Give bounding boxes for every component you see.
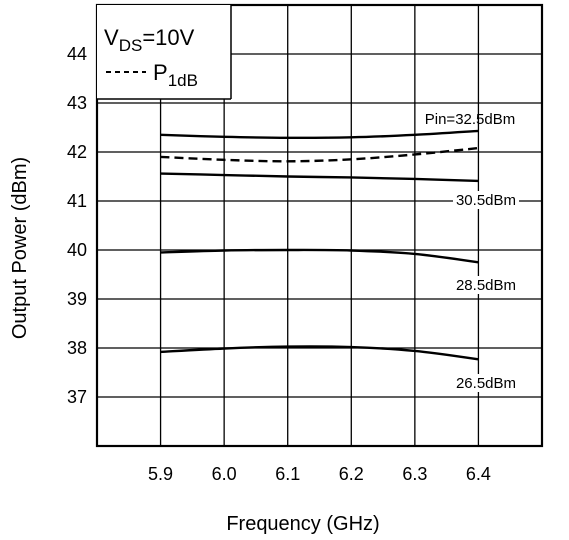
series-curves: Pin=32.5dBm 30.5dBm 28.5dBm 26.5dBm (160, 111, 519, 392)
curve-label-background (453, 276, 519, 294)
y-tick-label: 39 (67, 289, 87, 309)
x-tick-label: 5.9 (148, 464, 173, 484)
y-axis-title: Output Power (dBm) (9, 157, 31, 339)
x-tick-label: 6.1 (275, 464, 300, 484)
y-tick-label: 42 (67, 142, 87, 162)
x-tick-label: 6.2 (339, 464, 364, 484)
y-tick-labels: 37 38 39 40 41 42 43 44 (67, 44, 87, 407)
legend-entry-main: P (153, 60, 168, 85)
legend-entry: P1dB (153, 60, 198, 90)
legend-condition-value: =10V (142, 25, 194, 50)
x-tick-label: 6.3 (402, 464, 427, 484)
legend: VDS=10V P1dB (97, 5, 232, 100)
x-axis-title: Frequency (GHz) (226, 513, 379, 535)
legend-condition-sub: DS (119, 36, 143, 55)
y-tick-label: 43 (67, 93, 87, 113)
curve-label-background (453, 191, 519, 209)
series-line (160, 345, 479, 361)
curve-label-background (453, 374, 519, 392)
legend-box (97, 5, 231, 99)
curve-label: Pin=32.5dBm (425, 111, 515, 128)
plot-frame (95, 3, 544, 448)
series-line (160, 248, 479, 264)
y-tick-label: 40 (67, 240, 87, 260)
y-tick-label: 44 (67, 44, 87, 64)
x-tick-label: 6.0 (212, 464, 237, 484)
series-line (160, 146, 479, 163)
legend-condition-main: V (104, 25, 119, 50)
y-tick-label: 38 (67, 338, 87, 358)
legend-entry-sub: 1dB (168, 71, 198, 90)
curve-label: 26.5dBm (456, 375, 516, 392)
curve-label: 30.5dBm (456, 192, 516, 209)
x-tick-labels: 5.9 6.0 6.1 6.2 6.3 6.4 (148, 464, 491, 484)
curve-label: 28.5dBm (456, 277, 516, 294)
y-tick-label: 41 (67, 191, 87, 211)
x-tick-label: 6.4 (466, 464, 491, 484)
series-line (160, 129, 479, 140)
grid-lines (97, 5, 542, 446)
series-line (160, 172, 479, 183)
legend-condition: VDS=10V (104, 25, 195, 55)
y-tick-label: 37 (67, 387, 87, 407)
